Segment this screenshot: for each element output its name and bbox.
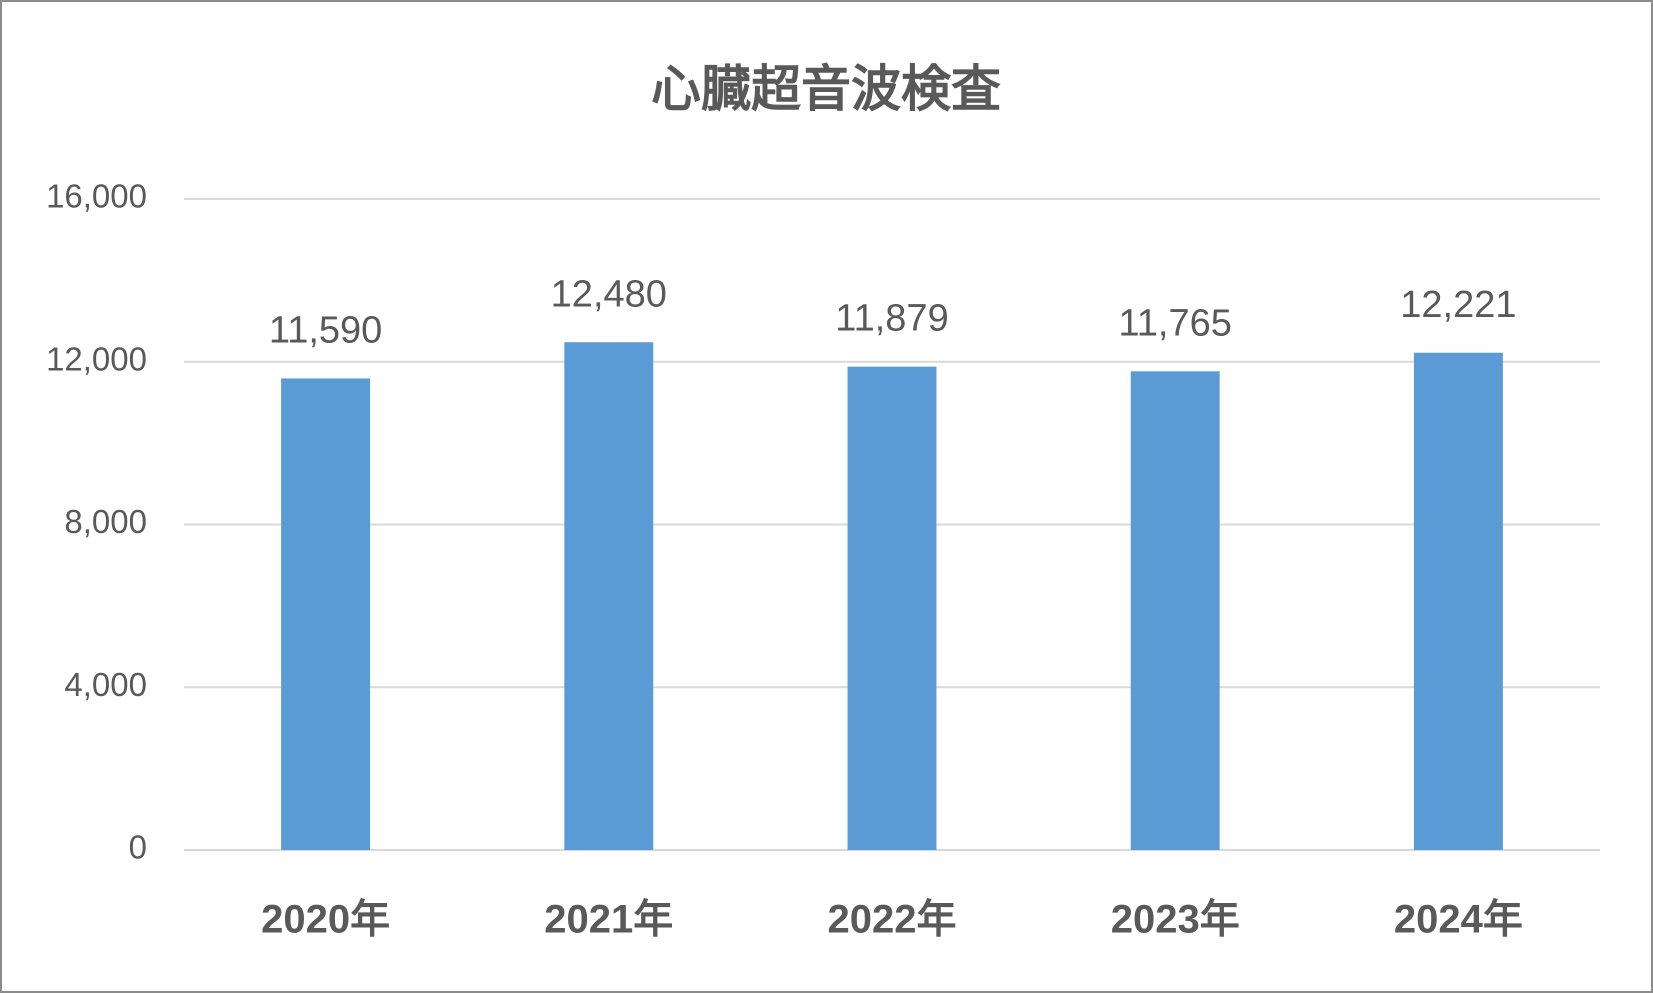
x-tick-label: 2020年 [261,898,390,942]
data-label: 12,480 [551,273,667,315]
bar [281,378,371,850]
x-tick-label: 2021年 [544,898,673,942]
y-tick-label: 0 [129,829,147,866]
y-tick-label: 16,000 [46,178,147,215]
data-label: 11,879 [835,298,948,340]
bar [1130,371,1220,850]
y-tick-label: 8,000 [64,503,147,540]
x-tick-label: 2022年 [828,898,957,942]
x-tick-label: 2024年 [1394,898,1523,942]
data-label: 11,765 [1118,302,1231,344]
chart-title: 心臓超音波検査 [651,61,1001,117]
y-tick-label: 4,000 [64,666,147,703]
y-tick-label: 12,000 [46,340,147,377]
bar [847,366,937,850]
bar [1413,352,1503,850]
data-label: 11,590 [269,309,382,351]
data-label: 12,221 [1400,284,1516,326]
bar [564,342,654,850]
x-tick-label: 2023年 [1111,898,1240,942]
